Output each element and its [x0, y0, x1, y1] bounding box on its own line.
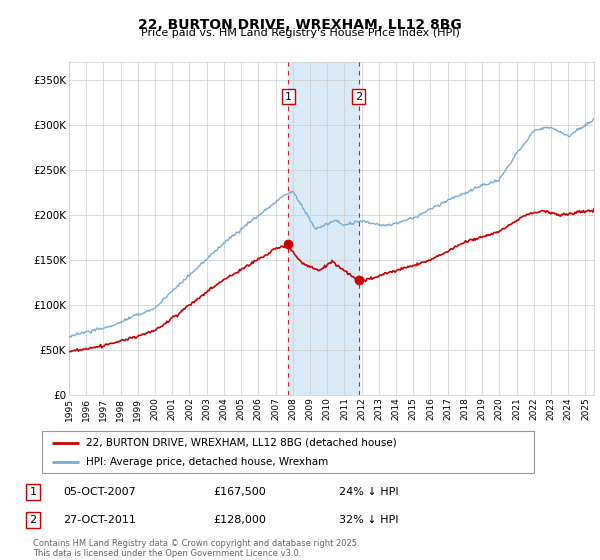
Text: 22, BURTON DRIVE, WREXHAM, LL12 8BG (detached house): 22, BURTON DRIVE, WREXHAM, LL12 8BG (det… [86, 437, 397, 447]
Text: £128,000: £128,000 [213, 515, 266, 525]
Text: Price paid vs. HM Land Registry's House Price Index (HPI): Price paid vs. HM Land Registry's House … [140, 28, 460, 38]
Text: 27-OCT-2011: 27-OCT-2011 [63, 515, 136, 525]
Text: 1: 1 [29, 487, 37, 497]
Text: Contains HM Land Registry data © Crown copyright and database right 2025.
This d: Contains HM Land Registry data © Crown c… [33, 539, 359, 558]
Text: 2: 2 [355, 92, 362, 101]
Text: HPI: Average price, detached house, Wrexham: HPI: Average price, detached house, Wrex… [86, 457, 329, 467]
Bar [289, 62, 359, 395]
Text: 24% ↓ HPI: 24% ↓ HPI [339, 487, 398, 497]
Text: 1: 1 [285, 92, 292, 101]
Text: 22, BURTON DRIVE, WREXHAM, LL12 8BG: 22, BURTON DRIVE, WREXHAM, LL12 8BG [138, 18, 462, 32]
Text: £167,500: £167,500 [213, 487, 266, 497]
Text: 32% ↓ HPI: 32% ↓ HPI [339, 515, 398, 525]
FancyBboxPatch shape [42, 431, 534, 473]
Text: 05-OCT-2007: 05-OCT-2007 [63, 487, 136, 497]
Text: 2: 2 [29, 515, 37, 525]
